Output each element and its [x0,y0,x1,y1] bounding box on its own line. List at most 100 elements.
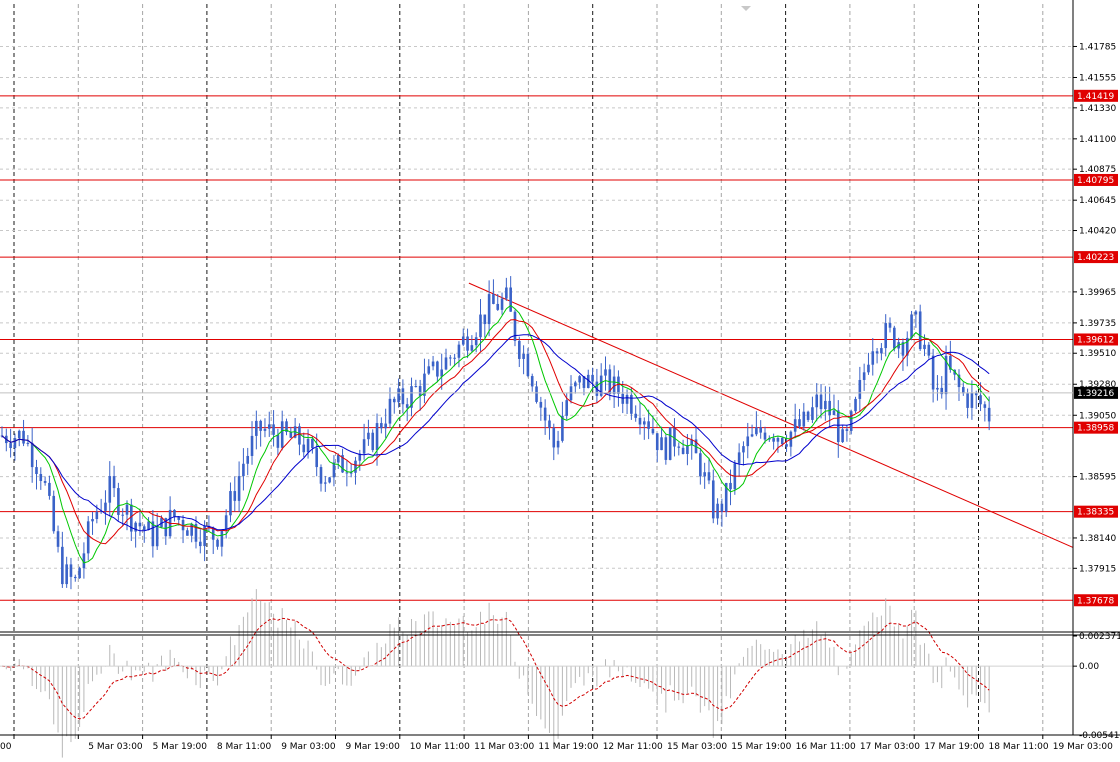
candle-body [69,564,73,577]
candle-body [785,444,788,447]
candle-body [750,434,754,437]
candle-body [414,386,418,388]
candle-body [267,424,271,429]
candle-body [147,521,150,531]
candle-body [431,361,435,367]
candle-body [681,447,685,454]
candle-body [643,421,646,425]
candle-body [233,491,237,501]
candlesticks [0,276,991,590]
time-tick-label: 17 Mar 19:00 [924,742,984,752]
candle-body [759,427,762,433]
candle-body [311,438,314,449]
time-tick-label: 5 Mar 03:00 [88,742,143,752]
candle-body [298,426,301,445]
candle-body [914,311,918,315]
time-tick-label: 9 Mar 19:00 [346,742,401,752]
candle-body [418,386,422,396]
candle-body [836,410,840,443]
candle-body [26,442,30,444]
candle-body [905,337,909,356]
level-label: 1.41419 [1077,92,1114,102]
price-tick-label: 1.41785 [1079,42,1116,52]
candle-body [483,314,487,325]
candle-body [548,420,551,428]
candle-body [466,336,469,351]
candle-body [565,400,569,416]
candle-body [173,509,176,518]
candle-body [349,472,353,474]
candle-body [772,438,775,442]
candle-body [108,476,112,503]
time-tick-label: 17 Mar 03:00 [860,742,920,752]
candle-body [543,407,547,421]
candle-body [280,421,284,448]
time-tick-label: 10 Mar 11:00 [410,742,470,752]
time-tick-label: 16 Mar 11:00 [796,742,856,752]
candle-body [134,522,137,532]
candle-body [203,525,206,547]
candle-body [388,398,392,424]
candle-body [742,446,745,453]
candle-body [17,430,21,439]
candle-body [302,444,306,453]
candle-body [634,413,637,418]
candle-body [276,434,280,448]
candle-body [130,504,133,532]
candle-body [983,404,987,408]
ma-slow-line [1,334,990,532]
candle-body [586,374,590,388]
candle-body [630,394,633,414]
horizontal-levels[interactable] [0,95,1073,601]
candle-body [43,481,47,483]
price-tick-label: 1.39735 [1079,319,1116,329]
time-tick-label: 9 Mar 03:00 [281,742,336,752]
candle-body [604,369,607,376]
candle-body [155,527,159,547]
price-tick-label: 1.40420 [1079,227,1116,237]
candle-body [479,314,482,338]
candle-body [612,376,616,394]
candle-body [263,428,267,431]
candle-body [384,423,387,429]
candle-body [724,482,728,512]
candle-body [910,314,913,338]
level-label-box [1074,173,1118,186]
candle-body [306,438,310,453]
scroll-marker-icon[interactable] [741,6,751,11]
candle-body [164,518,168,537]
candle-body [875,351,879,354]
candle-body [966,393,969,408]
candle-body [849,411,853,431]
candle-body [117,488,120,515]
candle-body [673,427,676,447]
time-tick-label: 18 Mar 11:00 [989,742,1049,752]
candle-body [793,419,797,432]
level-label: 1.39612 [1077,335,1114,345]
candle-body [125,504,129,515]
candle-body [944,355,948,395]
candle-body [78,568,81,579]
trendline[interactable] [468,282,1074,548]
trendline-layer[interactable] [468,282,1074,548]
current-price-box [1074,386,1118,399]
time-tick-label: 12 Mar 11:00 [603,742,663,752]
candle-body [737,452,741,464]
ma-mid-line [1,319,990,545]
time-tick-label: 15 Mar 03:00 [667,742,727,752]
candle-body [819,394,823,410]
current-price-label: 1.39216 [1077,389,1114,399]
candle-body [556,440,560,448]
candle-body [806,411,810,420]
candle-body [160,518,163,528]
candle-body [121,514,125,516]
candle-body [319,467,323,484]
candle-body [500,298,504,310]
candle-body [35,467,38,475]
candle-body [198,541,202,547]
candle-body [392,398,396,403]
level-label-box [1074,333,1118,346]
candle-body [91,519,94,522]
